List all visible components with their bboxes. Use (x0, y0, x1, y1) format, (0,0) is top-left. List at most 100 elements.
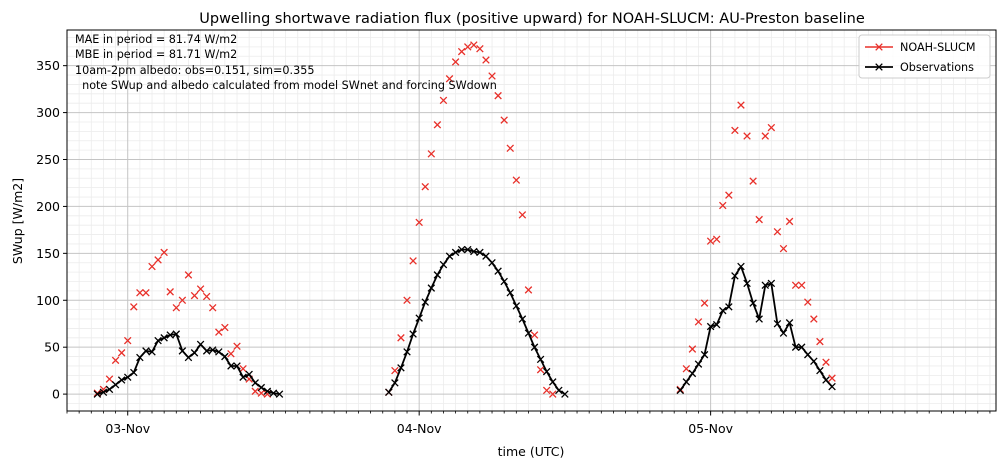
observation-point (797, 343, 806, 351)
model-point (797, 281, 806, 290)
observation-point (93, 390, 102, 398)
observation-point (712, 320, 721, 329)
observation-point (105, 385, 114, 394)
model-point (761, 132, 770, 140)
observation-point (427, 284, 436, 292)
observations-line (388, 248, 566, 395)
model-point (427, 150, 436, 158)
model-point (749, 177, 757, 185)
model-point (518, 211, 527, 219)
observation-point (409, 330, 417, 338)
observation-point (706, 322, 715, 331)
annotation-mae: MAE in period = 81.74 W/m2 (75, 33, 237, 46)
model-point (810, 315, 818, 323)
y-tick-label: 300 (36, 105, 60, 120)
model-point (785, 217, 794, 226)
model-point (190, 291, 199, 300)
annotation-mbe: MBE in period = 81.71 W/m2 (75, 48, 237, 61)
legend-label-noah-slucm: NOAH-SLUCM (900, 41, 976, 54)
observation-point (160, 334, 168, 342)
model-point (202, 292, 211, 301)
observation-point (779, 329, 788, 337)
model-point (500, 116, 508, 124)
observation-point (561, 390, 569, 398)
observation-point (463, 245, 472, 254)
axis-ticks (63, 65, 991, 416)
observation-point (700, 350, 709, 359)
observation-point (148, 348, 156, 356)
model-point (123, 336, 132, 345)
model-point (494, 91, 502, 100)
y-tick-label: 0 (52, 387, 60, 402)
observation-point (263, 387, 272, 396)
observation-point (476, 248, 484, 257)
observation-point (810, 357, 818, 366)
model-point (166, 288, 174, 296)
model-point (403, 296, 411, 305)
model-point (488, 72, 496, 80)
observation-point (403, 348, 411, 356)
observation-point (196, 340, 205, 349)
model-point (688, 345, 697, 353)
model-point (694, 318, 703, 326)
y-tick-labels: 0 50 100 150 200 250 300 350 (36, 58, 60, 401)
x-tick-labels: 03-Nov 04-Nov 05-Nov (105, 421, 733, 436)
observation-point (415, 314, 423, 322)
model-point (791, 281, 800, 290)
model-point (208, 304, 217, 312)
model-point (233, 342, 241, 351)
observation-point (215, 348, 223, 356)
model-point (105, 375, 114, 383)
observation-point (488, 258, 496, 267)
legend-label-observations: Observations (900, 61, 974, 74)
observation-point (445, 252, 454, 260)
legend-marker-observations (875, 63, 883, 71)
model-point (439, 96, 448, 105)
y-tick-label: 100 (36, 293, 60, 308)
model-point (178, 296, 187, 305)
model-point (257, 389, 266, 397)
model-point (548, 390, 557, 398)
observation-point (391, 379, 399, 387)
model-point (706, 237, 715, 245)
observation-point (676, 386, 685, 395)
legend-marker-noah-slucm (875, 43, 883, 51)
model-point (397, 334, 405, 342)
annotation-note: note SWup and albedo calculated from mod… (75, 79, 497, 92)
model-point (148, 262, 156, 271)
observation-point (494, 267, 502, 275)
observation-point (785, 319, 794, 327)
model-point (530, 331, 539, 339)
observation-point (257, 383, 266, 392)
observation-point (117, 376, 126, 384)
observation-point (743, 279, 751, 288)
model-point (816, 337, 824, 346)
model-point (445, 75, 454, 83)
observation-point (791, 343, 800, 351)
observation-point (524, 329, 533, 337)
x-tick-label: 04-Nov (397, 421, 442, 436)
observation-point (221, 352, 229, 361)
model-point (391, 366, 399, 375)
model-point (828, 374, 836, 382)
observation-point (512, 302, 521, 310)
plot-frame (66, 29, 997, 412)
y-tick-label: 150 (36, 246, 60, 261)
observation-point (682, 378, 691, 386)
model-point (755, 215, 763, 224)
model-point (136, 288, 144, 297)
y-tick-label: 350 (36, 58, 60, 73)
model-point (482, 56, 490, 64)
model-point (421, 182, 430, 191)
observation-point (804, 350, 812, 359)
observation-point (451, 248, 460, 257)
model-point (160, 248, 168, 257)
model-point (512, 176, 521, 184)
model-point (725, 191, 733, 199)
observation-point (555, 386, 563, 395)
model-point (719, 201, 727, 210)
observation-point (190, 349, 199, 357)
observation-point (482, 252, 490, 260)
x-tick-label: 03-Nov (105, 421, 150, 436)
